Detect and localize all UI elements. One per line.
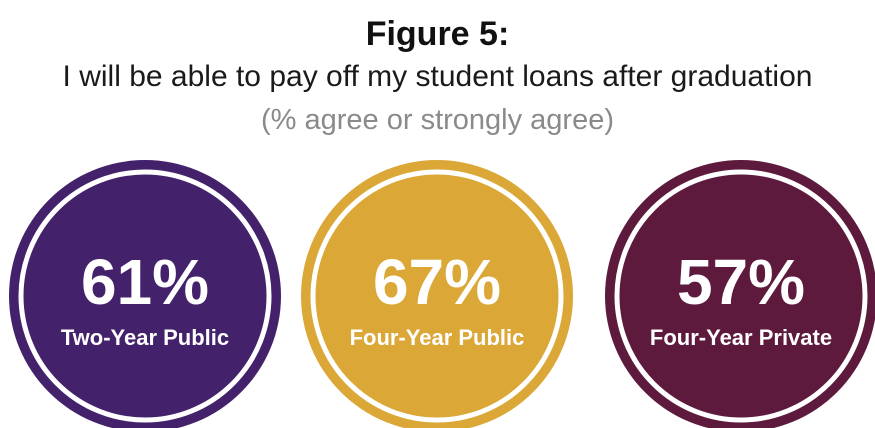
stat-category-label: Four-Year Public bbox=[350, 325, 525, 350]
stat-circle-2: 67% Four-Year Public bbox=[301, 160, 573, 428]
stat-circle-3: 57% Four-Year Private bbox=[605, 160, 875, 428]
stat-circle-fill bbox=[605, 160, 875, 428]
figure-title: Figure 5: bbox=[365, 15, 510, 53]
stat-circle-fill bbox=[9, 160, 281, 428]
stat-circle-ring bbox=[614, 169, 868, 423]
stat-value-label: 61% bbox=[81, 246, 209, 318]
stat-value-label: 57% bbox=[677, 246, 805, 318]
stat-value-label: 67% bbox=[373, 246, 501, 318]
stat-circle-1: 61% Two-Year Public bbox=[9, 160, 281, 428]
stat-circle-ring bbox=[18, 169, 272, 423]
stat-category-label: Two-Year Public bbox=[61, 325, 229, 350]
stat-circle-fill bbox=[301, 160, 573, 428]
stat-circle-ring bbox=[310, 169, 564, 423]
stat-category-label: Four-Year Private bbox=[650, 325, 832, 350]
figure-note: (% agree or strongly agree) bbox=[261, 104, 614, 136]
figure-subtitle: I will be able to pay off my student loa… bbox=[62, 60, 813, 93]
